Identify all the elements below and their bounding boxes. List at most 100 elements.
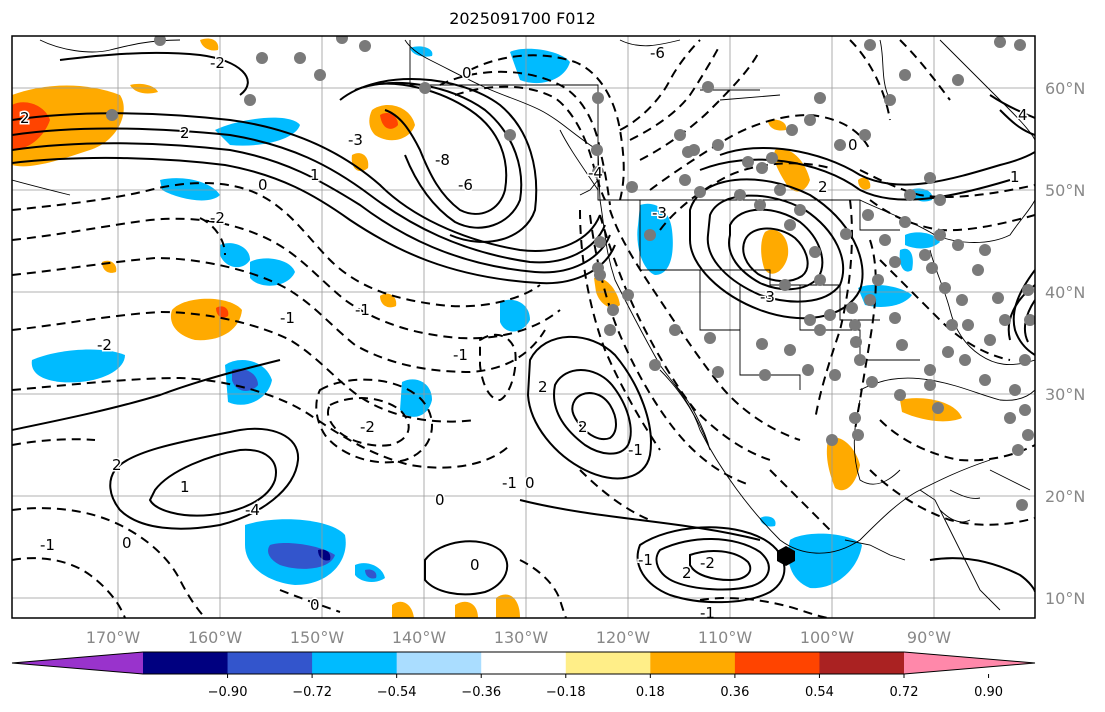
colorbar-swatch xyxy=(396,652,482,674)
contour-label: -1 xyxy=(355,301,370,319)
shade-orange-gulf xyxy=(900,398,962,422)
colorbar-extend-high xyxy=(904,652,1035,674)
contour-label: -1 xyxy=(280,309,295,327)
contour-label: 1 xyxy=(180,478,190,496)
colorbar-tick-label: −0.36 xyxy=(461,685,501,700)
colorbar-extend-low xyxy=(12,652,143,674)
shade-blue-15 xyxy=(905,232,940,249)
shade-red-nw xyxy=(12,102,50,150)
shade-orange-co xyxy=(761,229,789,274)
map-title: 2025091700 F012 xyxy=(449,9,596,28)
shade-royal-2 xyxy=(268,543,335,569)
lat-label: 30°N xyxy=(1045,385,1085,404)
shade-blue-18 xyxy=(410,46,433,57)
shade-royal-3 xyxy=(365,569,377,579)
contour-label: -1 xyxy=(40,536,55,554)
shade-orange-small xyxy=(380,293,397,308)
contour-label: 2 xyxy=(578,418,588,436)
shade-red-mid xyxy=(216,306,229,318)
lon-label: 120°W xyxy=(596,628,651,647)
dashed-contours xyxy=(12,39,1035,618)
hexagon-marker xyxy=(777,546,795,566)
colorbar-tick-label: 0.18 xyxy=(636,685,665,700)
colorbar-tick-label: 0.90 xyxy=(974,685,1003,700)
contour-label: -1 xyxy=(628,441,643,459)
contour-label: -3 xyxy=(652,204,667,222)
contour-label: -2 xyxy=(210,54,225,72)
contour-label: -3 xyxy=(760,288,775,306)
latitude-labels: 60°N 50°N 40°N 30°N 20°N 10°N xyxy=(1045,79,1085,608)
contour-label: 0 xyxy=(435,491,445,509)
colorbar-swatch xyxy=(312,652,398,674)
contour-label: 0 xyxy=(310,596,320,614)
contour-label: -4 xyxy=(245,501,260,519)
shade-red-ak xyxy=(380,113,398,129)
lat-label: 20°N xyxy=(1045,487,1085,506)
contour-label: -2 xyxy=(700,554,715,572)
contour-label: 2 xyxy=(20,109,30,127)
lat-label: 60°N xyxy=(1045,79,1085,98)
shade-blue-16 xyxy=(899,248,913,272)
contour-label: 2 xyxy=(180,124,190,142)
contour-label: 1 xyxy=(1010,168,1020,186)
contour-label: 2 xyxy=(818,178,828,196)
colorbar-tick-label: −0.18 xyxy=(546,685,586,700)
contour-label: 0 xyxy=(462,64,472,82)
contour-label: -6 xyxy=(650,44,665,62)
colorbar-swatch xyxy=(819,652,905,674)
contour-label: -2 xyxy=(97,336,112,354)
contour-label: -1 xyxy=(638,551,653,569)
longitude-labels: 170°W 160°W 150°W 140°W 130°W 120°W 110°… xyxy=(86,628,951,647)
shade-orange-mx xyxy=(826,437,860,491)
shade-blue-19 xyxy=(760,516,776,527)
contour-label: -1 xyxy=(453,346,468,364)
shade-orange-plains xyxy=(774,149,810,192)
shade-orange-s1 xyxy=(392,601,414,618)
colorbar-tick-label: 0.72 xyxy=(890,685,919,700)
contour-label: 0 xyxy=(258,176,268,194)
shade-orange-ak3 xyxy=(200,38,219,51)
lon-label: 160°W xyxy=(188,628,243,647)
shade-orange-top xyxy=(768,119,787,131)
shade-orange-tx xyxy=(858,177,871,190)
lon-label: 100°W xyxy=(800,628,855,647)
colorbar-tick-label: −0.72 xyxy=(292,685,332,700)
shade-blue-12 xyxy=(510,48,570,84)
colorbar-swatch xyxy=(227,652,313,674)
colorbar-tick-label: −0.90 xyxy=(208,685,248,700)
contour-label: 0 xyxy=(525,474,535,492)
colorbar-outline xyxy=(11,651,1036,675)
lon-label: 110°W xyxy=(698,628,753,647)
contour-label: 0 xyxy=(470,556,480,574)
contour-label: -3 xyxy=(348,131,363,149)
contour-label: -2 xyxy=(360,418,375,436)
map-frame xyxy=(11,35,1036,619)
contour-label: -2 xyxy=(210,209,225,227)
contour-label: 2 xyxy=(112,456,122,474)
contour-label: -1 xyxy=(502,474,517,492)
contour-label: 2 xyxy=(538,378,548,396)
lon-label: 90°W xyxy=(907,628,951,647)
lon-label: 170°W xyxy=(86,628,141,647)
lon-label: 150°W xyxy=(290,628,345,647)
shade-navy-1 xyxy=(318,549,331,561)
contour-label: 4 xyxy=(1018,106,1028,124)
colorbar-tick-label: −0.54 xyxy=(377,685,417,700)
contour-label: 1 xyxy=(310,166,320,184)
shade-orange-ak4 xyxy=(130,83,158,94)
colorbar-tick-label: 0.54 xyxy=(805,685,834,700)
lat-label: 50°N xyxy=(1045,181,1085,200)
colorbar-tick-label: 0.36 xyxy=(720,685,749,700)
shade-blue-11 xyxy=(637,203,673,275)
colorbar-swatch xyxy=(143,652,229,674)
contour-label: 2 xyxy=(682,564,692,582)
contour-label: 0 xyxy=(848,136,858,154)
contour-label: -6 xyxy=(458,176,473,194)
shade-orange-s2 xyxy=(455,601,478,618)
graticule xyxy=(12,36,1035,618)
shade-blue-3 xyxy=(220,243,250,268)
colorbar-swatch xyxy=(481,652,567,674)
contour-labels: 2 2 2 1 0 -2 -3 -8 -6 -1 0 -1 -1 -2 -1 -… xyxy=(19,43,1030,619)
coastlines xyxy=(12,39,1035,611)
solid-contours xyxy=(12,51,1035,604)
